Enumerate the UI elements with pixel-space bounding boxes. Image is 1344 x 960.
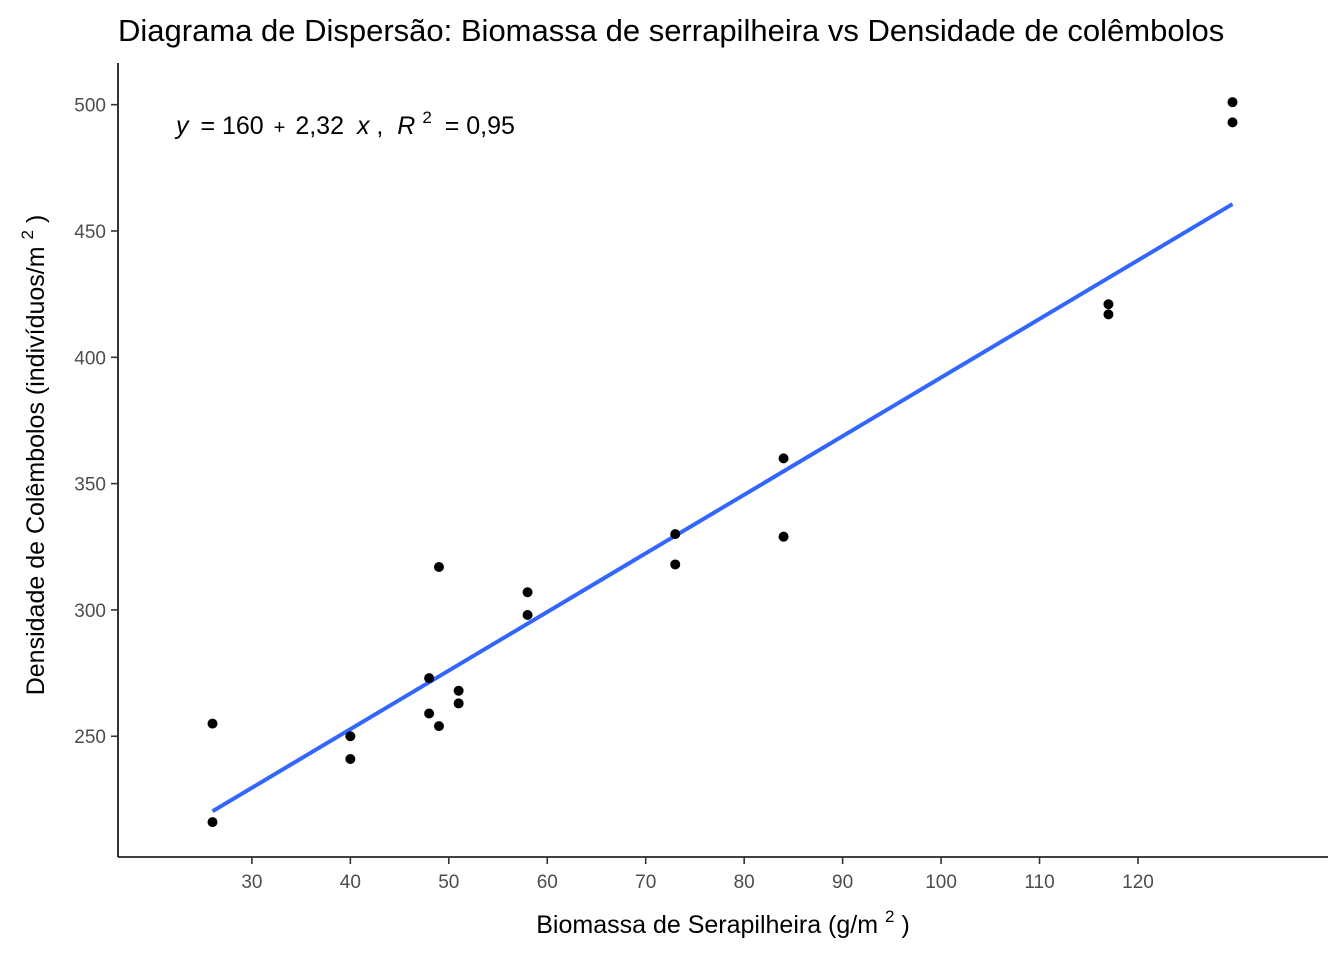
data-point	[424, 708, 435, 719]
y-axis-title-text: Densidade de Colêmbolos (indivíduos/m	[22, 246, 50, 695]
annotation-r-var: R	[397, 112, 415, 140]
y-tick-label: 500	[74, 96, 106, 117]
annotation-eq: = 160	[200, 112, 263, 140]
x-axis-title: Biomassa de Serapilheira (g/m 2 )	[536, 900, 910, 939]
x-tick-label: 40	[340, 872, 361, 893]
y-tick-label: 300	[74, 601, 106, 622]
x-axis-title-sup: 2	[885, 907, 894, 926]
y-tick-label: 350	[74, 475, 106, 496]
x-tick-label: 50	[438, 872, 459, 893]
x-tick-label: 70	[635, 872, 656, 893]
data-point	[522, 609, 533, 620]
y-tick-label: 400	[74, 348, 106, 369]
x-tick-label: 120	[1122, 872, 1154, 893]
y-axis-title-sup: 2	[18, 230, 37, 239]
data-point	[453, 685, 464, 696]
data-point	[1227, 97, 1238, 108]
data-point	[522, 587, 533, 598]
data-point	[1227, 117, 1238, 128]
data-point	[1103, 309, 1114, 320]
x-tick-label: 110	[1024, 872, 1054, 893]
plot-area: 250 300 350 400 450 500 30 40 50 60 70 80 90 100 110 1…	[74, 63, 1328, 893]
data-point	[453, 698, 464, 709]
data-point	[433, 561, 444, 572]
data-point	[1103, 299, 1114, 310]
x-axis-title-suffix: )	[901, 911, 909, 939]
x-axis-ticks: 30 40 50 60 70 80 90 100 110 120	[241, 857, 1154, 893]
x-tick-label: 80	[734, 872, 755, 893]
annotation-plus: +	[274, 117, 286, 139]
data-point	[670, 559, 681, 570]
data-point	[424, 673, 435, 684]
points-layer	[207, 97, 1238, 828]
y-tick-label: 450	[74, 222, 106, 243]
annotation-y-var: y	[174, 112, 190, 140]
data-point	[207, 817, 218, 828]
y-axis-title-suffix: )	[22, 215, 50, 223]
data-point	[778, 453, 789, 464]
chart-title: Diagrama de Dispersão: Biomassa de serra…	[118, 13, 1224, 48]
data-point	[433, 721, 444, 732]
annotation-comma: ,	[376, 112, 383, 140]
annotation-r-val: = 0,95	[445, 112, 515, 140]
x-tick-label: 90	[832, 872, 853, 893]
data-point	[670, 529, 681, 540]
y-axis-ticks: 250 300 350 400 450 500	[74, 96, 118, 748]
data-point	[345, 731, 356, 742]
x-tick-label: 60	[537, 872, 558, 893]
regression-layer	[211, 202, 1234, 813]
y-tick-label: 250	[74, 727, 106, 748]
regression-annotation: y = 160 + 2,32 x , R 2 = 0,95	[174, 101, 515, 140]
data-point	[778, 531, 789, 542]
annotation-slope: 2,32	[295, 112, 344, 140]
y-axis-title: Densidade de Colêmbolos (indivíduos/m 2 …	[11, 215, 50, 696]
annotation-x-var: x	[356, 112, 371, 140]
x-tick-label: 30	[241, 872, 262, 893]
data-point	[207, 718, 218, 729]
data-point	[345, 753, 356, 764]
regression-line	[211, 202, 1234, 813]
annotation-r-sup: 2	[422, 108, 431, 127]
x-tick-label: 100	[925, 872, 957, 893]
x-axis-title-text: Biomassa de Serapilheira (g/m	[536, 911, 878, 939]
